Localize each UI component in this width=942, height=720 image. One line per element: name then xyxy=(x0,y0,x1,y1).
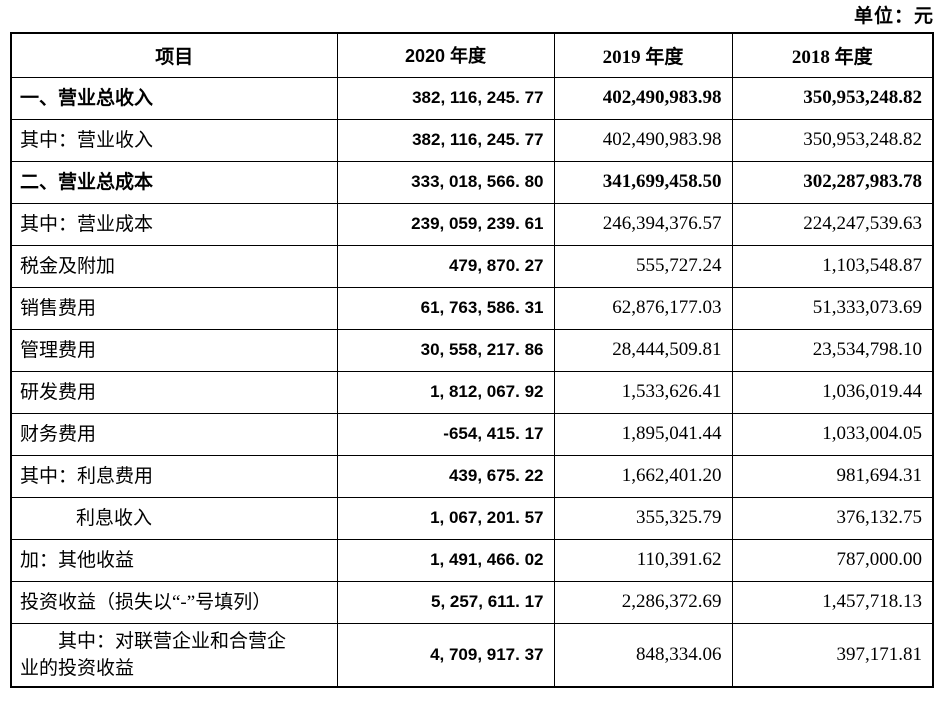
row-label: 一、营业总收入 xyxy=(10,76,338,120)
value-2020: -654, 415. 17 xyxy=(336,412,555,456)
row-label: 研发费用 xyxy=(10,370,338,414)
value-2019: 848,334.06 xyxy=(553,622,733,688)
table-row-taxes-surcharges: 税金及附加 479, 870. 27 555,727.24 1,103,548.… xyxy=(10,244,934,288)
value-2018: 397,171.81 xyxy=(731,622,934,688)
value-2020: 61, 763, 586. 31 xyxy=(336,286,555,330)
value-2019: 1,533,626.41 xyxy=(553,370,733,414)
row-label: 投资收益（损失以“-”号填列） xyxy=(10,580,338,624)
row-label: 其中：对联营企业和合营企业的投资收益 xyxy=(10,622,338,688)
value-2018: 1,033,004.05 xyxy=(731,412,934,456)
value-2018: 981,694.31 xyxy=(731,454,934,498)
row-label: 其中：营业成本 xyxy=(10,202,338,246)
value-2020: 333, 018, 566. 80 xyxy=(336,160,555,204)
value-2019: 2,286,372.69 xyxy=(553,580,733,624)
column-header-2019: 2019 年度 xyxy=(553,32,733,78)
value-2019: 355,325.79 xyxy=(553,496,733,540)
value-2019: 62,876,177.03 xyxy=(553,286,733,330)
value-2020: 239, 059, 239. 61 xyxy=(336,202,555,246)
table-row-jv-investment-income: 其中：对联营企业和合营企业的投资收益 4, 709, 917. 37 848,3… xyxy=(10,622,934,688)
value-2019: 1,662,401.20 xyxy=(553,454,733,498)
value-2020: 1, 491, 466. 02 xyxy=(336,538,555,582)
value-2018: 787,000.00 xyxy=(731,538,934,582)
table-row-operating-cost: 其中：营业成本 239, 059, 239. 61 246,394,376.57… xyxy=(10,202,934,246)
value-2018: 224,247,539.63 xyxy=(731,202,934,246)
value-2020: 439, 675. 22 xyxy=(336,454,555,498)
value-2018: 350,953,248.82 xyxy=(731,118,934,162)
value-2018: 51,333,073.69 xyxy=(731,286,934,330)
value-2018: 23,534,798.10 xyxy=(731,328,934,372)
table-row-selling-expenses: 销售费用 61, 763, 586. 31 62,876,177.03 51,3… xyxy=(10,286,934,330)
table-row-admin-expenses: 管理费用 30, 558, 217. 86 28,444,509.81 23,5… xyxy=(10,328,934,372)
value-2020: 479, 870. 27 xyxy=(336,244,555,288)
row-label: 税金及附加 xyxy=(10,244,338,288)
column-header-2018: 2018 年度 xyxy=(731,32,934,78)
table-row-investment-income: 投资收益（损失以“-”号填列） 5, 257, 611. 17 2,286,37… xyxy=(10,580,934,624)
value-2020: 382, 116, 245. 77 xyxy=(336,118,555,162)
value-2018: 302,287,983.78 xyxy=(731,160,934,204)
table-row-rd-expenses: 研发费用 1, 812, 067. 92 1,533,626.41 1,036,… xyxy=(10,370,934,414)
row-label: 加：其他收益 xyxy=(10,538,338,582)
value-2020: 5, 257, 611. 17 xyxy=(336,580,555,624)
row-label: 其中：营业收入 xyxy=(10,118,338,162)
value-2019: 246,394,376.57 xyxy=(553,202,733,246)
value-2020: 30, 558, 217. 86 xyxy=(336,328,555,372)
row-label: 销售费用 xyxy=(10,286,338,330)
value-2018: 1,103,548.87 xyxy=(731,244,934,288)
value-2019: 555,727.24 xyxy=(553,244,733,288)
value-2019: 1,895,041.44 xyxy=(553,412,733,456)
value-2020: 1, 812, 067. 92 xyxy=(336,370,555,414)
table-row-financial-expenses: 财务费用 -654, 415. 17 1,895,041.44 1,033,00… xyxy=(10,412,934,456)
value-2020: 1, 067, 201. 57 xyxy=(336,496,555,540)
table-row-interest-expense: 其中：利息费用 439, 675. 22 1,662,401.20 981,69… xyxy=(10,454,934,498)
table-row-total-cost: 二、营业总成本 333, 018, 566. 80 341,699,458.50… xyxy=(10,160,934,204)
row-label: 利息收入 xyxy=(10,496,338,540)
value-2018: 350,953,248.82 xyxy=(731,76,934,120)
financial-statement-table: 项目 2020 年度 2019 年度 2018 年度 一、营业总收入 382, … xyxy=(10,32,934,688)
value-2019: 402,490,983.98 xyxy=(553,76,733,120)
row-label: 二、营业总成本 xyxy=(10,160,338,204)
value-2020: 4, 709, 917. 37 xyxy=(336,622,555,688)
value-2018: 1,036,019.44 xyxy=(731,370,934,414)
table-row-other-income: 加：其他收益 1, 491, 466. 02 110,391.62 787,00… xyxy=(10,538,934,582)
value-2020: 382, 116, 245. 77 xyxy=(336,76,555,120)
value-2019: 341,699,458.50 xyxy=(553,160,733,204)
value-2019: 402,490,983.98 xyxy=(553,118,733,162)
table-row-interest-income: 利息收入 1, 067, 201. 57 355,325.79 376,132.… xyxy=(10,496,934,540)
value-2019: 28,444,509.81 xyxy=(553,328,733,372)
unit-label: 单位：元 xyxy=(853,6,934,27)
value-2018: 1,457,718.13 xyxy=(731,580,934,624)
row-label: 管理费用 xyxy=(10,328,338,372)
column-header-item: 项目 xyxy=(10,32,338,78)
value-2019: 110,391.62 xyxy=(553,538,733,582)
header-row: 项目 2020 年度 2019 年度 2018 年度 xyxy=(10,32,934,78)
column-header-2020: 2020 年度 xyxy=(336,32,555,78)
value-2018: 376,132.75 xyxy=(731,496,934,540)
table-row-operating-revenue: 其中：营业收入 382, 116, 245. 77 402,490,983.98… xyxy=(10,118,934,162)
row-label: 财务费用 xyxy=(10,412,338,456)
table-row-total-revenue: 一、营业总收入 382, 116, 245. 77 402,490,983.98… xyxy=(10,76,934,120)
row-label: 其中：利息费用 xyxy=(10,454,338,498)
